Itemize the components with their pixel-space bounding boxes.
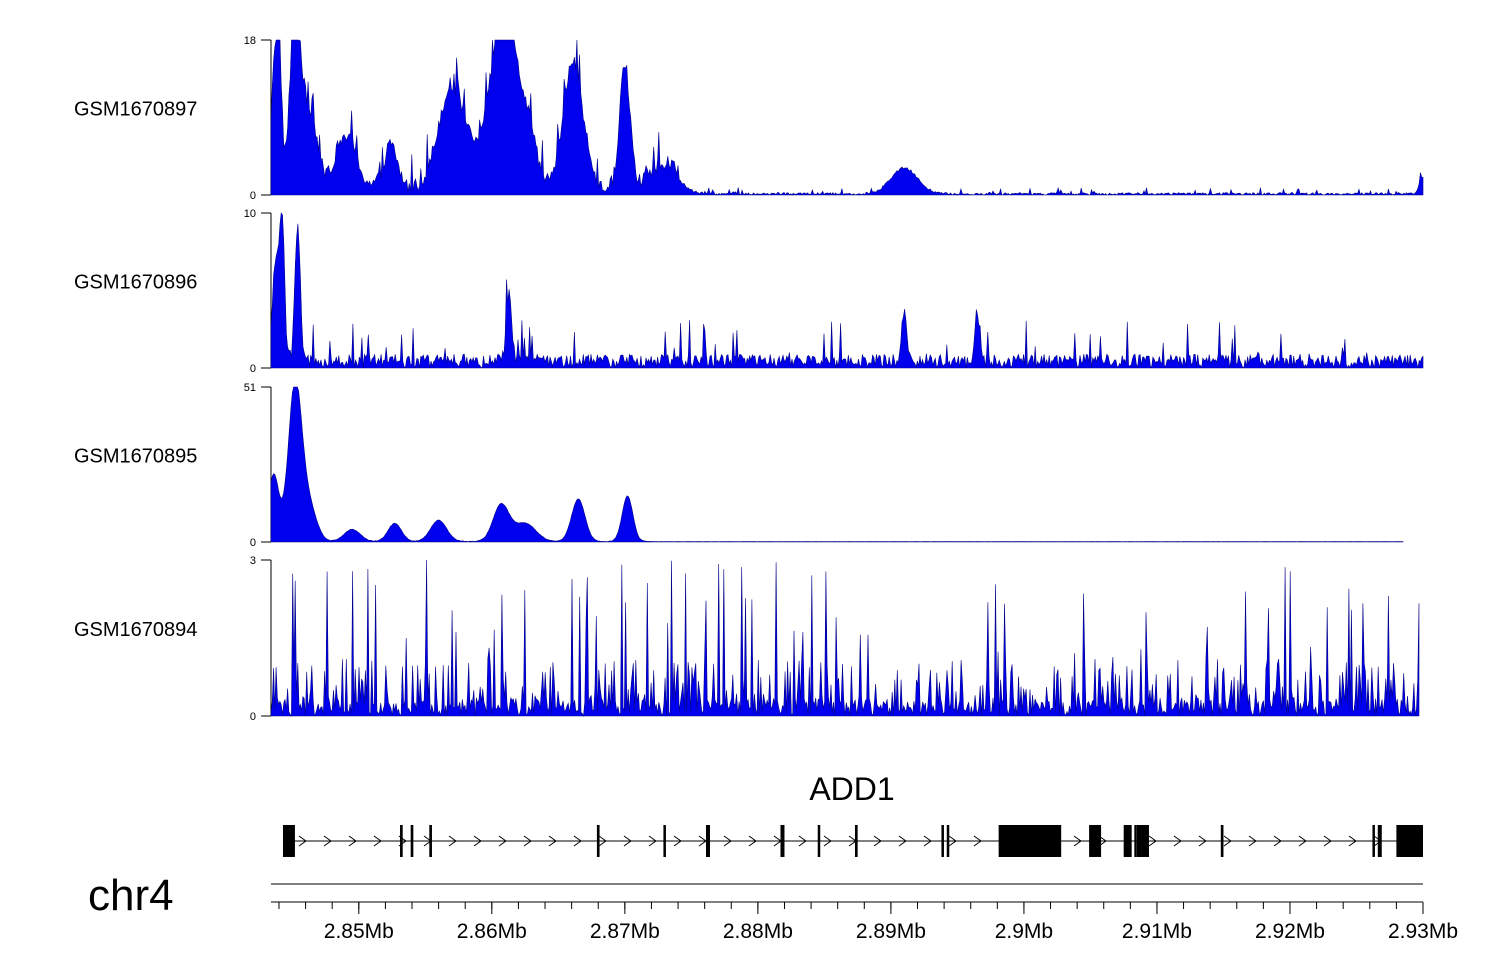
track-label: GSM1670896 <box>74 272 197 294</box>
strand-arrow <box>873 835 882 847</box>
exon-block <box>596 825 600 857</box>
strand-arrow <box>1148 835 1157 847</box>
strand-arrow <box>698 835 707 847</box>
ymax-label: 51 <box>244 382 256 394</box>
track-label: GSM1670897 <box>74 99 197 121</box>
track-gsm1670895: GSM1670895 51 0 <box>74 382 1404 549</box>
strand-arrow <box>1173 835 1182 847</box>
axis-tick-label: 2.86Mb <box>457 920 527 943</box>
strand-arrow <box>1348 835 1357 847</box>
strand-arrow <box>373 835 382 847</box>
genomic-axis: chr4 2.85Mb 2.86Mb 2.87Mb 2.88Mb 2.89Mb 2.9Mb… <box>88 871 1458 943</box>
ymin-label: 0 <box>250 190 256 202</box>
strand-arrow <box>448 835 457 847</box>
strand-arrow <box>473 835 482 847</box>
strand-arrow <box>1223 835 1232 847</box>
coverage-tracks: GSM1670897180GSM1670896100GSM1670895510G… <box>74 35 1424 723</box>
exon-block <box>941 825 944 857</box>
strand-arrow <box>623 835 632 847</box>
exon-block <box>410 825 414 857</box>
ymax-label: 3 <box>250 555 256 567</box>
strand-arrow <box>573 835 582 847</box>
exon-block <box>1372 825 1375 857</box>
coverage-area <box>270 386 1404 543</box>
ymax-label: 10 <box>244 208 256 220</box>
strand-arrow <box>973 835 982 847</box>
strand-arrow <box>548 835 557 847</box>
exon-block <box>854 825 858 857</box>
exon-block <box>998 825 1062 857</box>
strand-arrow <box>748 835 757 847</box>
axis-tick-label: 2.87Mb <box>590 920 660 943</box>
gene-model-track: ADD1 <box>282 771 1423 857</box>
gene-name-label: ADD1 <box>809 771 894 807</box>
strand-arrow <box>923 835 932 847</box>
axis-tick-label: 2.91Mb <box>1122 920 1192 943</box>
strand-arrow <box>723 835 732 847</box>
strand-arrow <box>898 835 907 847</box>
exon-block <box>1396 825 1423 857</box>
chromosome-label: chr4 <box>88 871 174 920</box>
track-gsm1670897: GSM1670897 18 0 <box>74 35 1424 202</box>
coverage-area <box>270 559 1420 717</box>
axis-tick-label: 2.88Mb <box>723 920 793 943</box>
exon-block <box>1134 825 1137 857</box>
exon-block <box>1123 825 1132 857</box>
strand-arrow <box>323 835 332 847</box>
strand-arrow <box>1273 835 1282 847</box>
exon-block <box>1377 825 1382 857</box>
strand-arrow <box>498 835 507 847</box>
axis-tick-label: 2.93Mb <box>1388 920 1458 943</box>
strand-arrow <box>948 835 957 847</box>
exon-block <box>780 825 785 857</box>
ymin-label: 0 <box>250 363 256 375</box>
ymin-label: 0 <box>250 711 256 723</box>
axis-tick-label: 2.85Mb <box>324 920 394 943</box>
exon-block <box>282 825 295 857</box>
axis-tick-label: 2.9Mb <box>995 920 1053 943</box>
coverage-area <box>270 212 1424 369</box>
strand-arrow <box>1098 835 1107 847</box>
track-gsm1670896: GSM1670896 10 0 <box>74 208 1424 375</box>
strand-arrow <box>798 835 807 847</box>
axis-tick-label: 2.92Mb <box>1255 920 1325 943</box>
strand-arrow <box>598 835 607 847</box>
strand-arrow <box>823 835 832 847</box>
track-gsm1670894: GSM1670894 3 0 <box>74 555 1420 723</box>
exon-block <box>817 825 821 857</box>
exon-block <box>663 825 666 857</box>
strand-arrow <box>673 835 682 847</box>
strand-arrow <box>1198 835 1207 847</box>
track-label: GSM1670894 <box>74 619 197 641</box>
coverage-area <box>270 39 1424 196</box>
strand-arrow <box>298 835 307 847</box>
exon-block <box>429 825 432 857</box>
ymax-label: 18 <box>244 35 256 47</box>
strand-arrow <box>1298 835 1307 847</box>
exon-block <box>1136 825 1149 857</box>
axis-tick-label: 2.89Mb <box>856 920 926 943</box>
exon-block <box>400 825 403 857</box>
strand-arrow <box>348 835 357 847</box>
exon-block <box>705 825 710 857</box>
track-label: GSM1670895 <box>74 446 197 468</box>
exon-block <box>946 825 950 857</box>
strand-arrow <box>648 835 657 847</box>
strand-arrow <box>1073 835 1082 847</box>
ymin-label: 0 <box>250 537 256 549</box>
strand-arrow <box>523 835 532 847</box>
exon-block <box>1089 825 1102 857</box>
exon-block <box>1220 825 1224 857</box>
strand-arrow <box>1323 835 1332 847</box>
strand-arrow <box>1248 835 1257 847</box>
